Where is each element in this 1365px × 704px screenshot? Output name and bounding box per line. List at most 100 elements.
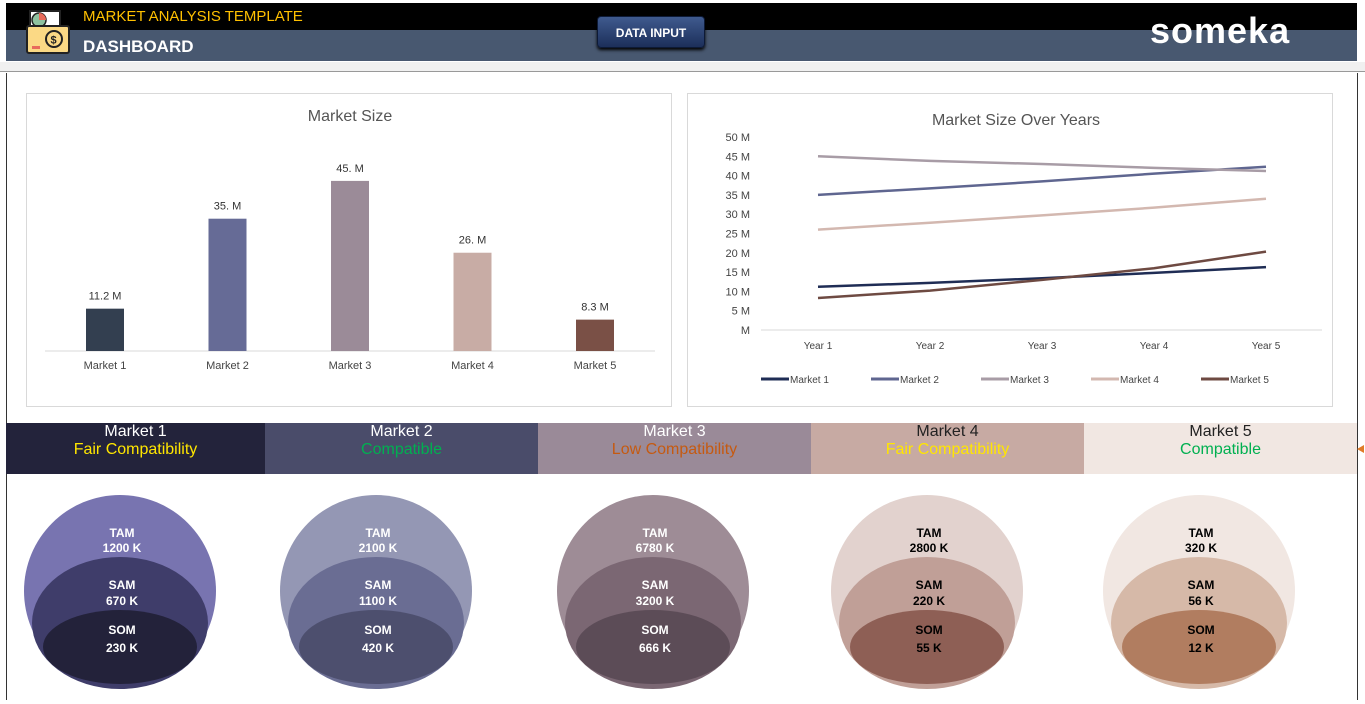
market-header-2: Market 2 Compatible [265, 423, 538, 474]
market-header-3: Market 3 Low Compatibility [538, 423, 811, 474]
legend-label: Market 3 [1010, 375, 1049, 386]
tam-label: TAM [916, 526, 941, 540]
sam-label: SAM [109, 578, 136, 592]
x-tick-label: Market 1 [84, 360, 127, 372]
x-tick-label: Market 4 [451, 360, 494, 372]
y-tick-label: 25 M [726, 229, 750, 241]
som-ellipse [299, 610, 453, 684]
som-label: SOM [641, 623, 668, 637]
x-tick-label: Year 1 [804, 341, 833, 352]
tam-label: TAM [109, 526, 134, 540]
sam-label: SAM [1188, 578, 1215, 592]
tam-label: TAM [642, 526, 667, 540]
som-ellipse [1122, 610, 1276, 684]
y-tick-label: 35 M [726, 190, 750, 202]
data-input-button[interactable]: DATA INPUT [597, 16, 705, 48]
tam-value: 320 K [1185, 541, 1217, 555]
som-value: 55 K [916, 641, 942, 655]
market-header-5: Market 5 Compatible [1084, 423, 1357, 474]
sam-value: 56 K [1188, 594, 1214, 608]
series-line-2 [817, 165, 1267, 197]
market-header-1: Market 1 Fair Compatibility [6, 423, 265, 474]
data-label: 35. M [214, 201, 242, 213]
bar-4 [453, 252, 492, 351]
y-tick-label: 30 M [726, 209, 750, 221]
arrow-marker-icon [1357, 445, 1364, 453]
series-line-3 [817, 155, 1267, 173]
data-label: 11.2 M [89, 291, 122, 303]
series-line-4 [817, 197, 1267, 231]
x-tick-label: Market 3 [329, 360, 372, 372]
x-tick-label: Year 5 [1252, 341, 1281, 352]
compatibility-status: Fair Compatibility [885, 441, 1010, 458]
template-title: MARKET ANALYSIS TEMPLATE [83, 8, 303, 25]
tam-value: 6780 K [636, 541, 675, 555]
y-tick-label: 45 M [726, 151, 750, 163]
compatibility-status: Fair Compatibility [73, 441, 198, 458]
tam-label: TAM [365, 526, 390, 540]
compatibility-status: Low Compatibility [611, 441, 738, 458]
som-value: 420 K [362, 641, 394, 655]
market-name: Market 4 [916, 423, 979, 440]
data-label: 26. M [459, 235, 487, 247]
x-tick-label: Market 5 [574, 360, 617, 372]
legend-label: Market 1 [790, 375, 829, 386]
legend-label: Market 2 [900, 375, 939, 386]
y-tick-label: 40 M [726, 171, 750, 183]
som-label: SOM [364, 623, 391, 637]
som-ellipse [43, 610, 197, 684]
x-tick-label: Year 2 [916, 341, 945, 352]
som-label: SOM [108, 623, 135, 637]
page-title: DASHBOARD [83, 37, 194, 56]
legend-label: Market 4 [1120, 375, 1159, 386]
market-header-4: Market 4 Fair Compatibility [811, 423, 1084, 474]
data-label: 8.3 M [581, 302, 609, 314]
som-label: SOM [1187, 623, 1214, 637]
y-tick-label: 20 M [726, 248, 750, 260]
bar-3 [331, 180, 369, 351]
market-size-chart: Market Size 11.2 M Market 1 35. M Market 2 45… [26, 93, 672, 407]
tam-value: 2800 K [910, 541, 949, 555]
market-name: Market 5 [1189, 423, 1252, 440]
finance-folder-icon: $ [26, 10, 70, 54]
series-line-5 [817, 250, 1267, 300]
som-value: 230 K [106, 641, 138, 655]
y-tick-label: 15 M [726, 267, 750, 279]
brand-logo: someka [1150, 10, 1291, 51]
sam-label: SAM [642, 578, 669, 592]
x-tick-label: Year 3 [1028, 341, 1057, 352]
data-label: 45. M [336, 163, 364, 175]
sam-value: 3200 K [636, 594, 675, 608]
tam-value: 1200 K [103, 541, 142, 555]
bar-5 [576, 319, 614, 351]
series-line-1 [817, 265, 1267, 289]
x-tick-label: Market 2 [206, 360, 249, 372]
sam-value: 1100 K [359, 594, 397, 608]
som-value: 12 K [1188, 641, 1214, 655]
som-label: SOM [915, 623, 942, 637]
som-value: 666 K [639, 641, 671, 655]
svg-text:$: $ [51, 35, 57, 47]
sam-label: SAM [365, 578, 392, 592]
tam-value: 2100 K [359, 541, 398, 555]
som-ellipse [850, 610, 1004, 684]
market-name: Market 2 [370, 423, 433, 440]
toolbar-strip [0, 62, 1365, 72]
market-size-over-years-chart: Market Size Over Years M 5 M 10 M 15 M 20 M 25… [687, 93, 1333, 407]
market-name: Market 3 [643, 423, 706, 440]
chart-title: Market Size Over Years [932, 112, 1100, 129]
y-tick-label: M [741, 325, 750, 337]
bar-1 [86, 308, 124, 351]
y-tick-label: 50 M [726, 132, 750, 144]
sam-value: 670 K [106, 594, 138, 608]
som-ellipse [576, 610, 730, 684]
sam-label: SAM [916, 578, 943, 592]
compatibility-status: Compatible [361, 441, 442, 458]
y-tick-label: 5 M [732, 306, 750, 318]
